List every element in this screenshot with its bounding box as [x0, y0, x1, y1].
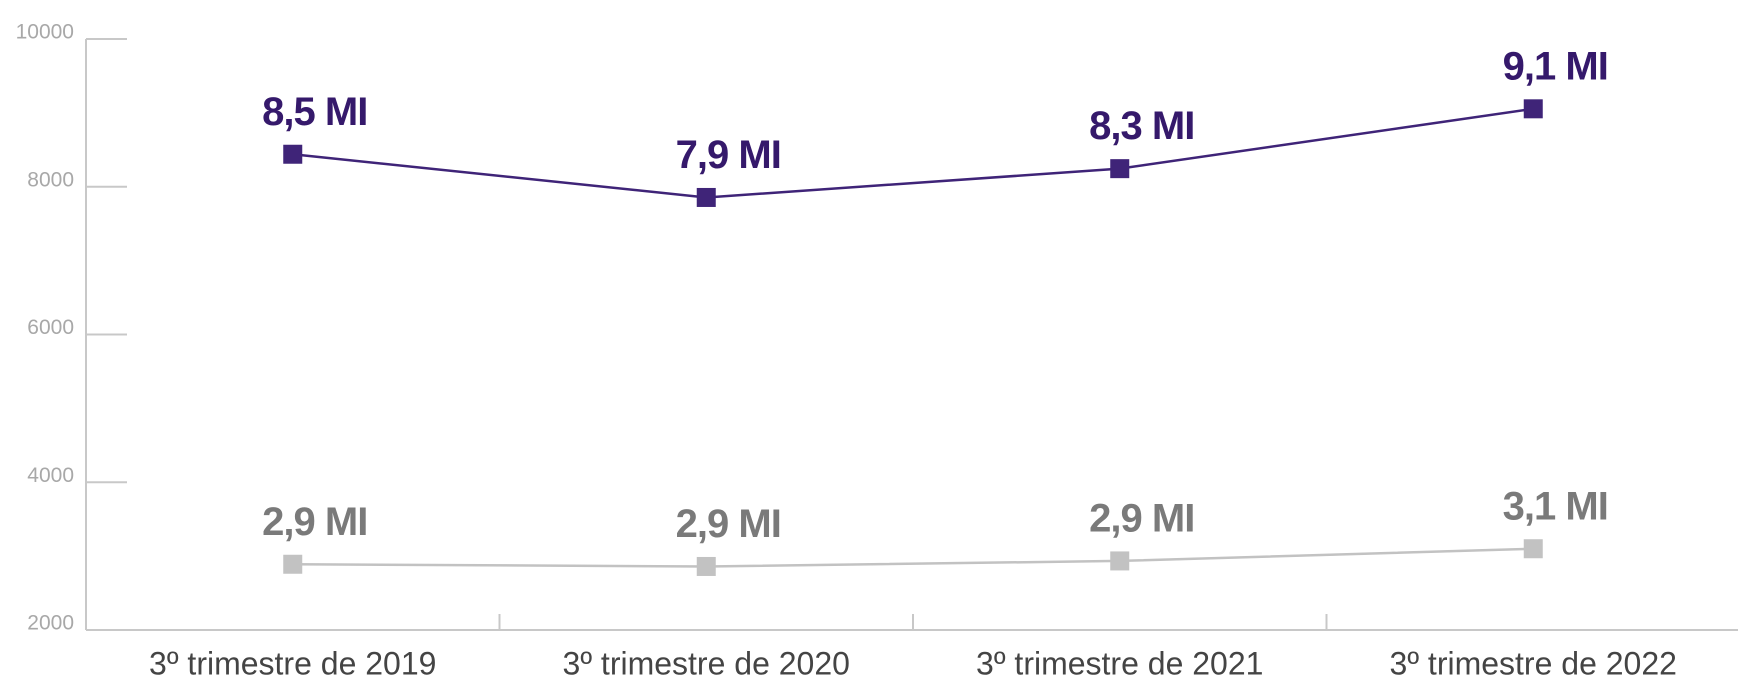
point [1523, 99, 1543, 119]
y-tick-label: 8000 [27, 168, 74, 191]
point [1110, 551, 1130, 571]
y-tick-label: 4000 [27, 464, 74, 487]
x-tick-label: 3º trimestre de 2020 [563, 645, 850, 681]
series-line [292, 547, 1534, 568]
point [696, 556, 716, 576]
value-label: 7,9 MI [676, 133, 781, 177]
point [1523, 539, 1543, 559]
y-tick-label: 6000 [27, 316, 74, 339]
value-label: 3,1 MI [1503, 484, 1608, 528]
value-label: 8,5 MI [262, 90, 367, 134]
point [283, 554, 303, 574]
y-tick-label: 2000 [27, 612, 74, 635]
value-label: 9,1 MI [1503, 44, 1608, 88]
x-tick-label: 3º trimestre de 2021 [976, 645, 1263, 681]
x-tick-label: 3º trimestre de 2019 [149, 645, 436, 681]
point [283, 144, 303, 164]
value-label: 2,9 MI [1089, 496, 1194, 540]
point [1110, 159, 1130, 179]
value-label: 8,3 MI [1089, 104, 1194, 148]
point [696, 187, 716, 207]
series-line [292, 107, 1534, 199]
value-label: 2,9 MI [262, 500, 367, 544]
x-tick-label: 3º trimestre de 2022 [1390, 645, 1677, 681]
value-label: 2,9 MI [676, 502, 781, 546]
y-tick-label: 10000 [16, 21, 74, 44]
